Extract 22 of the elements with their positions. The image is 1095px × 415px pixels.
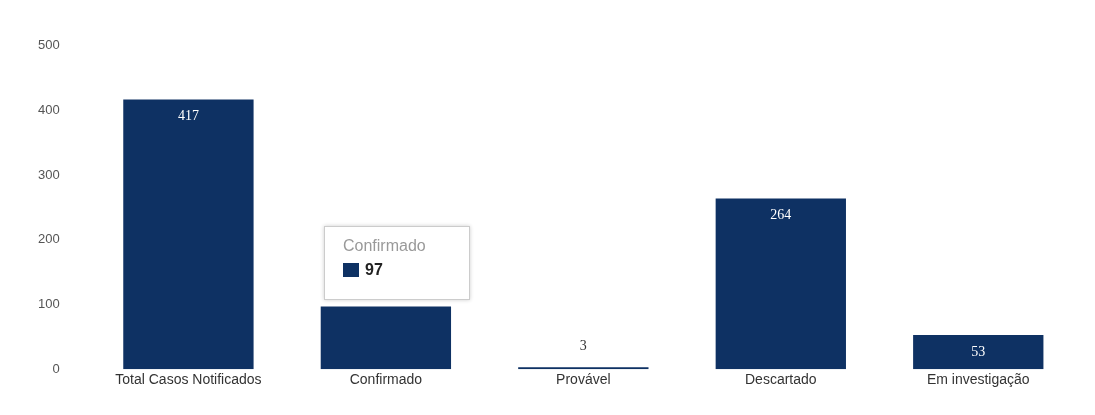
bar xyxy=(123,99,254,370)
tooltip-box: Confirmado 97 xyxy=(324,226,470,300)
x-tick-label: Em investigação xyxy=(926,371,1030,388)
x-tick-label: Descartado xyxy=(745,371,817,388)
data-label: 417 xyxy=(177,108,199,124)
x-tick-label: Total Casos Notificados xyxy=(115,371,262,388)
y-tick-label: 300 xyxy=(37,166,60,182)
y-tick-label: 400 xyxy=(37,102,60,118)
annotation: Confirmado xyxy=(343,237,427,255)
y-tick-label: 200 xyxy=(37,231,60,247)
bar xyxy=(715,198,846,370)
data-label: 264 xyxy=(770,207,792,223)
y-tick-label: 100 xyxy=(37,296,60,312)
y-tick-label: 0 xyxy=(52,360,60,376)
x-tick-label: Confirmado xyxy=(349,371,423,388)
y-tick-label: 500 xyxy=(37,37,60,53)
bar xyxy=(320,306,452,370)
x-tick-label: Provável xyxy=(556,371,611,388)
data-label: 3 xyxy=(579,337,587,353)
bar xyxy=(913,334,1044,370)
data-label: 53 xyxy=(971,343,986,359)
annotation: 97 xyxy=(365,261,383,279)
